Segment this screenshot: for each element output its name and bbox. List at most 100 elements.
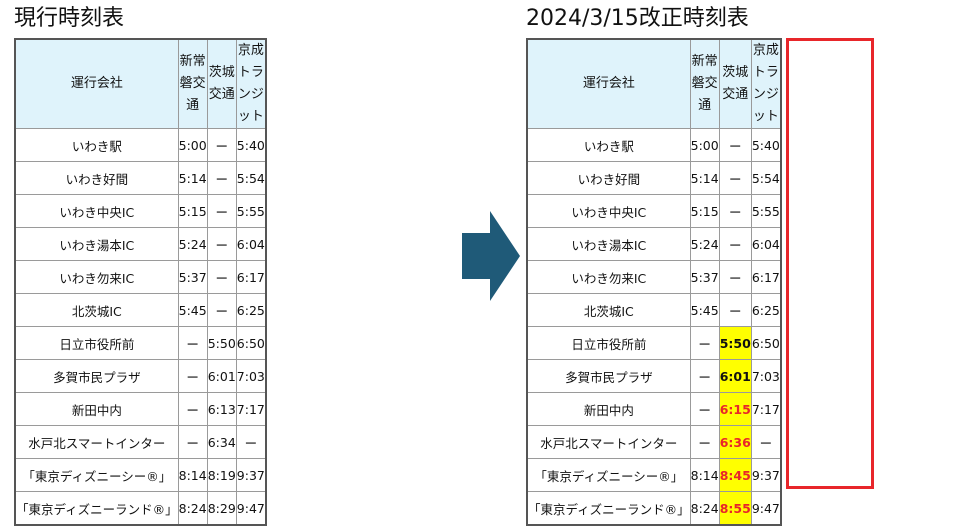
ibaraki-time-cell: 5:50 <box>206 326 237 360</box>
table-row: 新田中内ー 6:13 7:17 <box>14 392 267 426</box>
table-row: 北茨城IC 5:45 ー 6:25 <box>14 293 267 327</box>
ibaraki-time-cell: ー <box>206 260 237 294</box>
shin-joban-time-cell: ー <box>177 425 208 459</box>
shin-joban-time-cell: 5:00 <box>177 128 208 162</box>
stop-name-cell: いわき駅 <box>14 128 179 162</box>
ibaraki-time-cell: 8:45 <box>718 458 752 492</box>
shin-joban-time-cell: 8:14 <box>689 458 720 492</box>
stop-name-cell: 新田中内 <box>14 392 179 426</box>
keisei-time-cell: 6:25 <box>235 293 267 327</box>
keisei-time-cell: 5:54 <box>235 161 267 195</box>
stop-name-cell: 「東京ディズニーランド®」 <box>14 491 179 526</box>
ibaraki-time-cell: ー <box>718 128 752 162</box>
header-ibaraki: 茨城交通 <box>718 38 752 129</box>
revised-timetable: 運行会社 新常磐交通 茨城交通 京成トランジット いわき駅 5:00 ー 5:40 いわ… <box>526 38 782 526</box>
shin-joban-time-cell: ー <box>689 326 720 360</box>
keisei-time-cell: 6:25 <box>750 293 782 327</box>
table-row: いわき勿来IC 5:37 ー 6:17 <box>14 260 267 294</box>
shin-joban-time-cell: 5:37 <box>689 260 720 294</box>
table-row: 多賀市民プラザー 6:01 7:03 <box>14 359 267 393</box>
keisei-time-cell: 5:40 <box>235 128 267 162</box>
table-row: 北茨城IC 5:45 ー 6:25 <box>526 293 782 327</box>
keisei-time-cell: ー <box>750 425 782 459</box>
shin-joban-time-cell: ー <box>177 359 208 393</box>
table-row: 水戸北スマートインターー 6:34 ー <box>14 425 267 459</box>
ibaraki-time-cell: ー <box>718 227 752 261</box>
ibaraki-time-cell: 6:15 <box>718 392 752 426</box>
stop-name-cell: 新田中内 <box>526 392 691 426</box>
keisei-time-cell: 9:37 <box>235 458 267 492</box>
ibaraki-time-cell: ー <box>206 161 237 195</box>
ibaraki-time-cell: 6:34 <box>206 425 237 459</box>
keisei-time-cell: ー <box>235 425 267 459</box>
shin-joban-time-cell: ー <box>177 392 208 426</box>
current-timetable-title: 現行時刻表 <box>14 6 125 31</box>
shin-joban-time-cell: 5:00 <box>689 128 720 162</box>
ibaraki-time-cell: 5:50 <box>718 326 752 360</box>
keisei-time-cell: 6:04 <box>235 227 267 261</box>
shin-joban-time-cell: ー <box>689 359 720 393</box>
header-shin-joban: 新常磐交通 <box>177 38 208 129</box>
keisei-time-cell: 5:54 <box>750 161 782 195</box>
ibaraki-time-cell: ー <box>206 227 237 261</box>
header-keisei: 京成トランジット <box>235 38 267 129</box>
table-header-row: 運行会社 新常磐交通 茨城交通 京成トランジット <box>14 38 267 129</box>
stop-name-cell: 北茨城IC <box>526 293 691 327</box>
ibaraki-time-cell: ー <box>206 293 237 327</box>
table-row: いわき中央IC 5:15 ー 5:55 <box>14 194 267 228</box>
table-row: 多賀市民プラザー 6:01 7:03 <box>526 359 782 393</box>
shin-joban-time-cell: ー <box>689 392 720 426</box>
keisei-time-cell: 6:50 <box>750 326 782 360</box>
shin-joban-time-cell: 8:14 <box>177 458 208 492</box>
ibaraki-time-cell: 6:01 <box>718 359 752 393</box>
right-arrow-icon <box>462 211 520 301</box>
keisei-time-cell: 5:55 <box>750 194 782 228</box>
table-header-row: 運行会社 新常磐交通 茨城交通 京成トランジット <box>526 38 782 129</box>
stop-name-cell: 日立市役所前 <box>14 326 179 360</box>
table-row: いわき湯本IC 5:24 ー 6:04 <box>526 227 782 261</box>
stop-name-cell: いわき勿来IC <box>14 260 179 294</box>
keisei-time-cell: 6:17 <box>750 260 782 294</box>
table-row: 日立市役所前ー 5:50 6:50 <box>526 326 782 360</box>
header-company: 運行会社 <box>14 38 179 129</box>
keisei-time-cell: 5:55 <box>235 194 267 228</box>
stop-name-cell: 多賀市民プラザ <box>526 359 691 393</box>
header-company: 運行会社 <box>526 38 691 129</box>
keisei-time-cell: 6:17 <box>235 260 267 294</box>
stop-name-cell: いわき中央IC <box>14 194 179 228</box>
ibaraki-time-cell: ー <box>718 194 752 228</box>
keisei-time-cell: 9:47 <box>235 491 267 526</box>
keisei-time-cell: 7:03 <box>750 359 782 393</box>
keisei-time-cell: 7:17 <box>235 392 267 426</box>
keisei-time-cell: 9:37 <box>750 458 782 492</box>
ibaraki-time-cell: ー <box>718 161 752 195</box>
current-timetable: 運行会社 新常磐交通 茨城交通 京成トランジット いわき駅 5:00 ー 5:40 いわ… <box>14 38 267 526</box>
table-row: 「東京ディズニーランド®」 8:24 8:55 9:47 <box>526 491 782 526</box>
table-row: 日立市役所前ー 5:50 6:50 <box>14 326 267 360</box>
shin-joban-time-cell: 5:15 <box>689 194 720 228</box>
ibaraki-time-cell: ー <box>718 293 752 327</box>
table-row: 新田中内ー 6:15 7:17 <box>526 392 782 426</box>
ibaraki-time-cell: ー <box>206 128 237 162</box>
ibaraki-time-cell: 8:19 <box>206 458 237 492</box>
table-row: いわき湯本IC 5:24 ー 6:04 <box>14 227 267 261</box>
ibaraki-time-cell: 6:36 <box>718 425 752 459</box>
keisei-time-cell: 6:04 <box>750 227 782 261</box>
stop-name-cell: 多賀市民プラザ <box>14 359 179 393</box>
header-keisei: 京成トランジット <box>750 38 782 129</box>
stop-name-cell: いわき中央IC <box>526 194 691 228</box>
ibaraki-time-cell: 6:01 <box>206 359 237 393</box>
revised-timetable-title: 2024/3/15改正時刻表 <box>526 6 749 31</box>
shin-joban-time-cell: 5:45 <box>689 293 720 327</box>
ibaraki-time-cell: 8:29 <box>206 491 237 526</box>
ibaraki-time-cell: ー <box>206 194 237 228</box>
stop-name-cell: 水戸北スマートインター <box>526 425 691 459</box>
shin-joban-time-cell: 5:24 <box>177 227 208 261</box>
shin-joban-time-cell: 8:24 <box>689 491 720 526</box>
keisei-time-cell: 7:17 <box>750 392 782 426</box>
ibaraki-time-cell: ー <box>718 260 752 294</box>
shin-joban-time-cell: 5:24 <box>689 227 720 261</box>
stop-name-cell: いわき好間 <box>14 161 179 195</box>
stop-name-cell: 日立市役所前 <box>526 326 691 360</box>
stop-name-cell: 北茨城IC <box>14 293 179 327</box>
